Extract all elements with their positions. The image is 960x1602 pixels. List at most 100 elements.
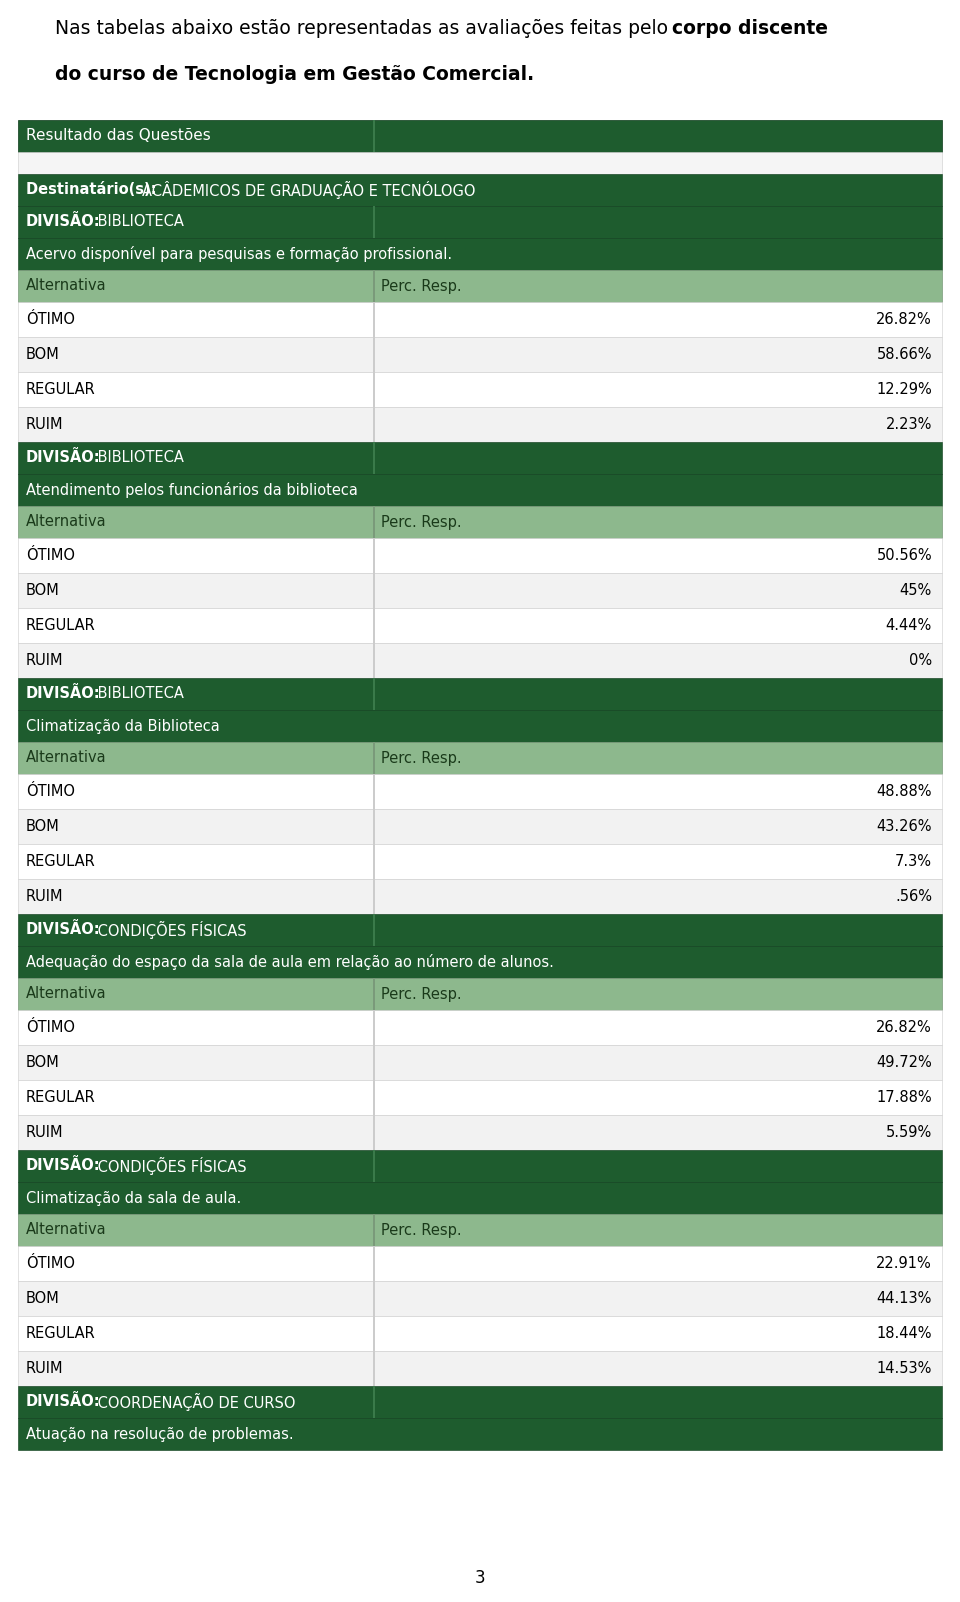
Bar xyxy=(373,977,375,1009)
Text: Alternativa: Alternativa xyxy=(26,987,107,1001)
Text: BIBLIOTECA: BIBLIOTECA xyxy=(93,215,184,229)
Text: DIVISÃO:: DIVISÃO: xyxy=(26,687,101,702)
Bar xyxy=(18,1045,942,1080)
Text: Perc. Resp.: Perc. Resp. xyxy=(381,987,462,1001)
Bar xyxy=(373,742,375,774)
Text: DIVISÃO:: DIVISÃO: xyxy=(26,923,101,937)
Text: COORDENAÇÃO DE CURSO: COORDENAÇÃO DE CURSO xyxy=(93,1394,296,1411)
Text: ÓTIMO: ÓTIMO xyxy=(26,312,75,327)
Bar xyxy=(373,574,375,609)
Text: 18.44%: 18.44% xyxy=(876,1326,932,1341)
Text: Destinatário(s):: Destinatário(s): xyxy=(26,183,161,197)
Text: 43.26%: 43.26% xyxy=(876,819,932,835)
Text: corpo discente: corpo discente xyxy=(672,19,828,37)
Text: REGULAR: REGULAR xyxy=(26,854,96,868)
Text: Atendimento pelos funcionários da biblioteca: Atendimento pelos funcionários da biblio… xyxy=(26,482,358,498)
Bar xyxy=(18,336,942,372)
Text: 4.44%: 4.44% xyxy=(886,618,932,633)
Bar xyxy=(18,1418,942,1450)
Text: 26.82%: 26.82% xyxy=(876,1020,932,1035)
Bar xyxy=(18,1315,942,1350)
Text: Resultado das Questões: Resultado das Questões xyxy=(26,128,211,144)
Bar xyxy=(373,844,375,879)
Bar xyxy=(373,1150,375,1182)
Text: do curso de Tecnologia em Gestão Comercial.: do curso de Tecnologia em Gestão Comerci… xyxy=(55,66,534,85)
Text: Perc. Resp.: Perc. Resp. xyxy=(381,750,462,766)
Bar xyxy=(373,372,375,407)
Text: BOM: BOM xyxy=(26,348,60,362)
Bar xyxy=(18,1150,942,1182)
Text: Atuação na resolução de problemas.: Atuação na resolução de problemas. xyxy=(26,1426,294,1442)
Bar xyxy=(18,977,942,1009)
Bar xyxy=(373,1115,375,1150)
Text: 5.59%: 5.59% xyxy=(886,1125,932,1141)
Bar xyxy=(18,442,942,474)
Bar xyxy=(18,120,942,152)
Text: 26.82%: 26.82% xyxy=(876,312,932,327)
Bar xyxy=(18,1282,942,1315)
Bar xyxy=(373,442,375,474)
Bar xyxy=(373,1246,375,1282)
Bar xyxy=(18,506,942,538)
Bar xyxy=(18,1182,942,1214)
Text: Acervo disponível para pesquisas e formação profissional.: Acervo disponível para pesquisas e forma… xyxy=(26,247,452,263)
Bar xyxy=(18,1009,942,1045)
Bar xyxy=(373,506,375,538)
Bar xyxy=(18,742,942,774)
Text: DIVISÃO:: DIVISÃO: xyxy=(26,1158,101,1174)
Text: 22.91%: 22.91% xyxy=(876,1256,932,1270)
Text: BIBLIOTECA: BIBLIOTECA xyxy=(93,687,184,702)
Bar xyxy=(18,642,942,678)
Bar xyxy=(373,336,375,372)
Text: Alternativa: Alternativa xyxy=(26,750,107,766)
Text: REGULAR: REGULAR xyxy=(26,1326,96,1341)
Bar xyxy=(18,239,942,271)
Bar xyxy=(373,774,375,809)
Bar xyxy=(18,809,942,844)
Text: REGULAR: REGULAR xyxy=(26,381,96,397)
Bar xyxy=(18,271,942,303)
Text: BOM: BOM xyxy=(26,1291,60,1306)
Bar xyxy=(373,407,375,442)
Text: .56%: .56% xyxy=(895,889,932,904)
Bar xyxy=(373,809,375,844)
Bar xyxy=(18,474,942,506)
Text: RUIM: RUIM xyxy=(26,1125,63,1141)
Bar xyxy=(373,1386,375,1418)
Text: 50.56%: 50.56% xyxy=(876,548,932,562)
Bar xyxy=(18,1350,942,1386)
Bar xyxy=(373,1009,375,1045)
Text: Alternativa: Alternativa xyxy=(26,514,107,530)
Bar xyxy=(18,1386,942,1418)
Text: Alternativa: Alternativa xyxy=(26,1222,107,1237)
Text: 58.66%: 58.66% xyxy=(876,348,932,362)
Text: 49.72%: 49.72% xyxy=(876,1056,932,1070)
Bar xyxy=(18,609,942,642)
Text: BIBLIOTECA: BIBLIOTECA xyxy=(93,450,184,466)
Text: RUIM: RUIM xyxy=(26,417,63,433)
Text: DIVISÃO:: DIVISÃO: xyxy=(26,450,101,466)
Bar xyxy=(18,574,942,609)
Bar xyxy=(18,678,942,710)
Bar xyxy=(18,1115,942,1150)
Bar xyxy=(373,678,375,710)
Text: DIVISÃO:: DIVISÃO: xyxy=(26,215,101,229)
Bar xyxy=(373,120,375,152)
Text: REGULAR: REGULAR xyxy=(26,618,96,633)
Bar xyxy=(18,303,942,336)
Text: RUIM: RUIM xyxy=(26,654,63,668)
Text: Climatização da Biblioteca: Climatização da Biblioteca xyxy=(26,719,220,734)
Text: 44.13%: 44.13% xyxy=(876,1291,932,1306)
Text: BOM: BOM xyxy=(26,819,60,835)
Bar xyxy=(373,1080,375,1115)
Text: 7.3%: 7.3% xyxy=(895,854,932,868)
Text: ÓTIMO: ÓTIMO xyxy=(26,1256,75,1270)
Bar xyxy=(373,207,375,239)
Text: 45%: 45% xyxy=(900,583,932,598)
Text: Nas tabelas abaixo estão representadas as avaliações feitas pelo: Nas tabelas abaixo estão representadas a… xyxy=(55,19,674,37)
Bar xyxy=(18,947,942,977)
Text: 0%: 0% xyxy=(909,654,932,668)
Bar xyxy=(18,372,942,407)
Bar xyxy=(18,774,942,809)
Text: RUIM: RUIM xyxy=(26,889,63,904)
